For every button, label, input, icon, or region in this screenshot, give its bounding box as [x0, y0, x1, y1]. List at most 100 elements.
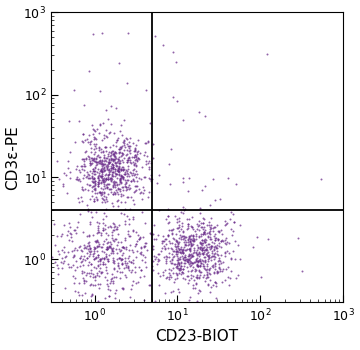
Point [118, 122, 124, 128]
Point [165, 245, 171, 250]
Point [100, 162, 106, 168]
Point [80, 131, 86, 137]
Point [145, 160, 150, 166]
Point [82, 258, 87, 263]
Point [87, 246, 93, 252]
Point [131, 161, 137, 167]
Point [175, 260, 181, 265]
Point [118, 193, 124, 198]
Point [181, 245, 187, 250]
Point [228, 209, 233, 215]
Point [139, 268, 144, 273]
Point [171, 261, 177, 267]
Point [195, 260, 201, 265]
Point [186, 252, 192, 257]
Point [103, 253, 109, 259]
Point [95, 243, 101, 248]
Point [118, 191, 124, 197]
Point [197, 259, 203, 264]
Point [81, 280, 87, 286]
Point [124, 168, 130, 174]
Point [120, 256, 125, 262]
Point [108, 250, 114, 256]
Point [132, 188, 138, 194]
Point [180, 249, 186, 255]
Point [80, 198, 85, 204]
Point [113, 166, 118, 172]
Point [137, 150, 143, 156]
Point [98, 189, 103, 195]
Point [152, 257, 158, 262]
Point [133, 230, 139, 235]
Point [102, 193, 107, 198]
Point [195, 263, 201, 268]
Point [199, 238, 205, 243]
Point [198, 260, 204, 266]
Point [185, 253, 191, 259]
Point [93, 137, 99, 142]
Point [104, 281, 110, 287]
Point [126, 155, 132, 160]
Point [101, 179, 107, 185]
Point [121, 168, 126, 173]
Point [127, 185, 132, 190]
Point [217, 258, 223, 264]
Point [84, 174, 90, 179]
Point [121, 138, 127, 143]
Point [107, 223, 113, 229]
Point [173, 265, 179, 270]
Point [204, 252, 210, 258]
Point [185, 224, 190, 229]
Point [93, 254, 99, 260]
Point [213, 235, 219, 240]
Point [87, 270, 93, 276]
Point [194, 275, 200, 281]
Point [201, 265, 207, 270]
Point [74, 224, 80, 229]
Point [207, 246, 212, 252]
Point [170, 288, 176, 294]
Point [174, 251, 179, 257]
Point [177, 256, 183, 261]
Point [95, 179, 101, 184]
Point [99, 199, 104, 205]
Point [101, 190, 107, 196]
Point [165, 220, 171, 226]
Point [203, 258, 208, 264]
Point [86, 253, 92, 259]
Point [147, 230, 153, 236]
Point [135, 156, 141, 161]
Point [159, 238, 165, 244]
Point [128, 194, 134, 200]
Point [105, 151, 111, 156]
Point [197, 210, 203, 216]
Point [106, 159, 112, 164]
Point [80, 275, 86, 281]
Point [182, 257, 188, 263]
Point [230, 248, 236, 254]
Point [119, 150, 125, 156]
Point [85, 176, 91, 181]
Point [130, 260, 136, 266]
Point [113, 274, 118, 279]
Point [171, 270, 176, 276]
Point [123, 167, 129, 173]
Point [200, 227, 206, 232]
Point [109, 178, 114, 183]
Point [121, 140, 127, 145]
Point [188, 242, 194, 248]
Point [125, 264, 130, 269]
Point [124, 136, 130, 141]
Point [84, 255, 90, 261]
Point [103, 268, 109, 273]
Point [86, 243, 92, 249]
Point [173, 248, 179, 254]
Point [68, 149, 73, 155]
Point [88, 261, 94, 267]
Point [102, 295, 108, 301]
Point [109, 232, 115, 238]
Point [129, 267, 135, 272]
Point [127, 143, 132, 149]
Point [71, 88, 77, 93]
Point [116, 160, 121, 166]
